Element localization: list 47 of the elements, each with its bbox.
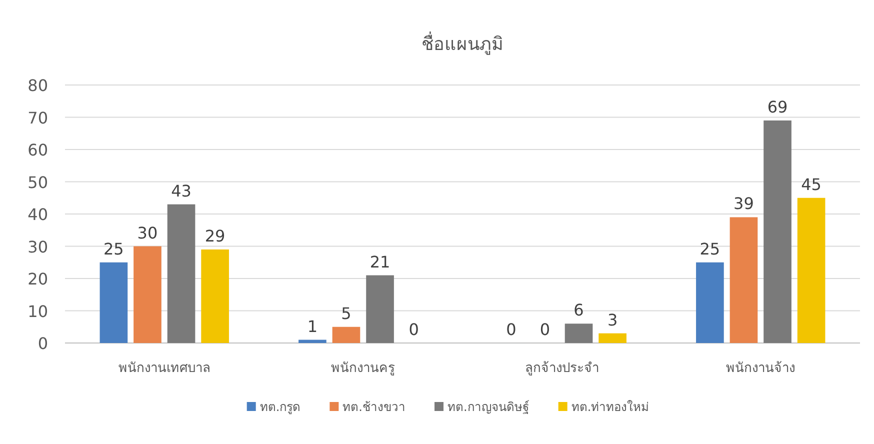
bar (332, 326, 360, 343)
data-label: 5 (341, 304, 352, 323)
bar (366, 275, 394, 343)
data-label: 21 (370, 252, 390, 272)
bar (730, 217, 758, 343)
y-tick-label: 50 (28, 172, 48, 192)
bar (298, 340, 326, 343)
legend-label: ทต.ช้างขวา (342, 400, 406, 414)
x-tick-label: พนักงานเทศบาล (118, 361, 210, 376)
y-tick-label: 80 (28, 76, 48, 95)
y-tick-label: 0 (38, 334, 48, 353)
y-tick-label: 30 (28, 237, 48, 256)
data-label: 29 (204, 226, 226, 246)
bar (696, 262, 724, 343)
data-label: 6 (574, 300, 584, 320)
data-label: 0 (408, 320, 419, 339)
legend-label: ทต.กรูด (260, 400, 301, 415)
bar (201, 249, 229, 343)
bar (764, 120, 792, 343)
bar (167, 204, 196, 343)
x-tick-label: พนักงานครู (331, 361, 396, 376)
data-label: 43 (171, 181, 192, 200)
chart-title: ชื่อแผนภูมิ (422, 31, 504, 55)
bar (797, 198, 826, 343)
legend-label: ทต.ท่าทองใหม่ (571, 400, 650, 414)
bar (564, 324, 593, 343)
data-label: 3 (607, 310, 618, 330)
x-tick-label: ลูกจ้างประจำ (524, 361, 599, 376)
legend-label: ทต.กาญจนดิษฐ์ (448, 400, 530, 414)
y-tick-label: 70 (28, 108, 48, 128)
data-label: 39 (734, 194, 754, 214)
data-label: 45 (801, 174, 822, 194)
data-label: 0 (540, 320, 550, 339)
data-label: 0 (506, 320, 516, 339)
y-tick-label: 10 (28, 302, 48, 321)
bar (100, 262, 128, 343)
data-label: 30 (137, 223, 158, 242)
data-label: 25 (700, 239, 720, 258)
data-label: 69 (767, 97, 788, 116)
data-label: 25 (104, 239, 124, 258)
x-tick-label: พนักงานจ้าง (726, 361, 796, 376)
bar (134, 246, 162, 343)
y-tick-label: 40 (28, 205, 48, 224)
y-tick-label: 20 (28, 270, 48, 288)
y-tick-label: 60 (28, 140, 48, 160)
bar (598, 333, 626, 343)
data-label: 1 (307, 316, 318, 336)
